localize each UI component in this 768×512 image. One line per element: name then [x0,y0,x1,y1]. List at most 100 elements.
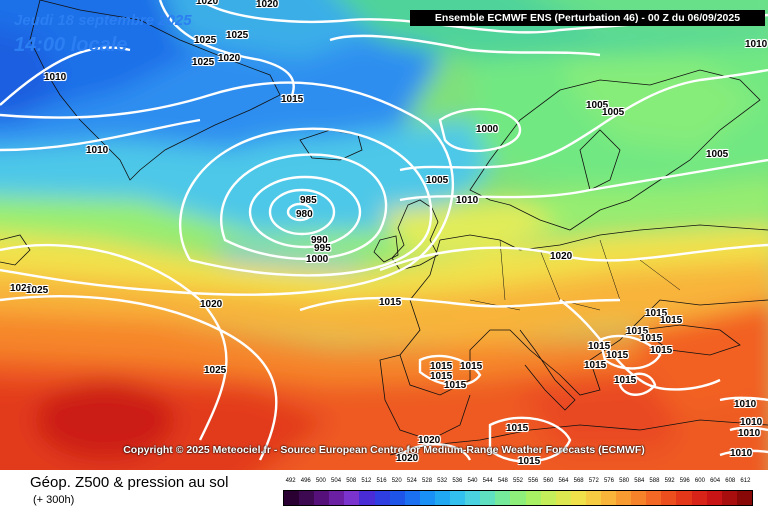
isobar-label: 1005 [706,149,729,160]
legend-label: 568 [573,478,584,484]
legend-label: 592 [664,478,675,484]
legend-label: 496 [300,478,311,484]
legend-swatch [314,491,330,505]
legend-label: 608 [725,478,736,484]
legend-label: 512 [361,478,372,484]
legend-swatch [480,491,496,505]
isobar-label: 1015 [640,333,663,344]
legend-label: 504 [331,478,342,484]
isobar-label: 1010 [738,428,761,439]
isobar-label: 1015 [430,361,453,372]
isobar-label: 1010 [456,195,479,206]
weather-map: Jeudi 18 septembre 2025 14:00 locale Ens… [0,0,768,470]
legend-swatch [374,491,390,505]
legend-label: 564 [558,478,569,484]
legend-label: 612 [740,478,751,484]
legend-label: 540 [467,478,478,484]
legend-swatch [616,491,632,505]
legend-swatch [631,491,647,505]
legend-swatch [359,491,375,505]
legend-label: 600 [694,478,705,484]
legend-swatch [585,491,601,505]
legend-label: 552 [512,478,524,484]
isobar-label: 1015 [650,345,673,356]
isobar-label: 1020 [200,299,223,310]
isobar-label: 1025 [204,365,227,376]
legend-label: 580 [619,478,630,484]
isobar-label: 1000 [476,124,499,135]
isobar-label: 1010 [86,145,109,156]
legend-swatch [329,491,345,505]
legend-label: 556 [528,478,539,484]
isobar-label: 1010 [745,39,768,50]
legend-swatch [389,491,405,505]
legend-swatch [736,491,752,505]
isobar-label: 1010 [44,72,67,83]
isobar-label: 1015 [660,315,683,326]
legend-swatch [299,491,315,505]
legend-swatch [344,491,360,505]
isobar-label: 1025 [194,35,217,46]
isobar-label: 1015 [506,423,529,434]
isobar-label: 1015 [281,94,304,105]
isobar-label: 1005 [586,100,609,111]
isobar-label: 1000 [306,254,329,265]
legend-label: 544 [482,478,493,484]
isobar-label: 1015 [645,308,668,319]
isobar-label: 1015 [584,360,607,371]
legend-label: 516 [376,478,387,484]
legend-swatch [676,491,692,505]
isobar-label: 1010 [740,417,763,428]
isobar-label: 1020 [256,0,279,10]
legend-swatch [646,491,662,505]
isobar-lines [0,0,768,461]
legend-label: 588 [649,478,660,484]
legend-label: 576 [603,478,614,484]
copyright-notice: Copyright © 2025 Meteociel.fr - Source E… [123,444,645,456]
legend-label: 604 [710,478,721,484]
legend-swatch [510,491,526,505]
isobar-label: 1025 [192,57,215,68]
isobar-label: 1015 [588,341,611,352]
legend-swatch [284,491,300,505]
isobar-label: 1020 [10,283,33,294]
legend-color-bar [283,490,753,506]
isobar-label: 1005 [426,175,449,186]
legend-swatch [721,491,737,505]
legend-label: 528 [422,478,433,484]
legend-label: 524 [406,478,417,484]
legend-label: 492 [285,478,296,484]
parameter-title: Géop. Z500 & pression au sol [30,474,229,491]
isobar-label: 1010 [734,399,757,410]
isobar-label: 1020 [418,435,441,446]
isobar-label: 1015 [379,297,402,308]
isobar-label: 1010 [730,448,753,459]
isobar-label: 1015 [460,361,483,372]
isobar-label: 1025 [226,30,249,41]
legend-swatch [495,491,511,505]
legend-labels: 492 496 500 504 508 512 516 520 524 528 532 536 540 5… [283,478,753,488]
legend-swatch [419,491,435,505]
isobar-label: 1015 [614,375,637,386]
isobar-label: 1020 [218,53,241,64]
color-legend: 492 496 500 504 508 512 516 520 524 528 532 536 540 5… [283,478,753,506]
legend-swatch [404,491,420,505]
isobar-label: 1015 [518,456,541,467]
run-info-banner: Ensemble ECMWF ENS (Perturbation 46) - 0… [410,10,765,26]
legend-swatch [555,491,571,505]
legend-label: 536 [452,478,463,484]
legend-label: 596 [679,478,690,484]
isobar-label: 1015 [606,350,629,361]
isobar-label: 990 [311,235,328,246]
isobar-label: 980 [296,209,313,220]
geopotential-field [0,0,768,470]
forecast-date: Jeudi 18 septembre 2025 [14,12,192,29]
legend-swatch [450,491,466,505]
legend-swatch [465,491,481,505]
legend-swatch [661,491,677,505]
legend-label: 584 [634,478,645,484]
isobar-label: 1020 [196,0,219,7]
forecast-time: 14:00 locale [14,34,128,56]
legend-swatch [434,491,451,505]
legend-label: 520 [391,478,402,484]
